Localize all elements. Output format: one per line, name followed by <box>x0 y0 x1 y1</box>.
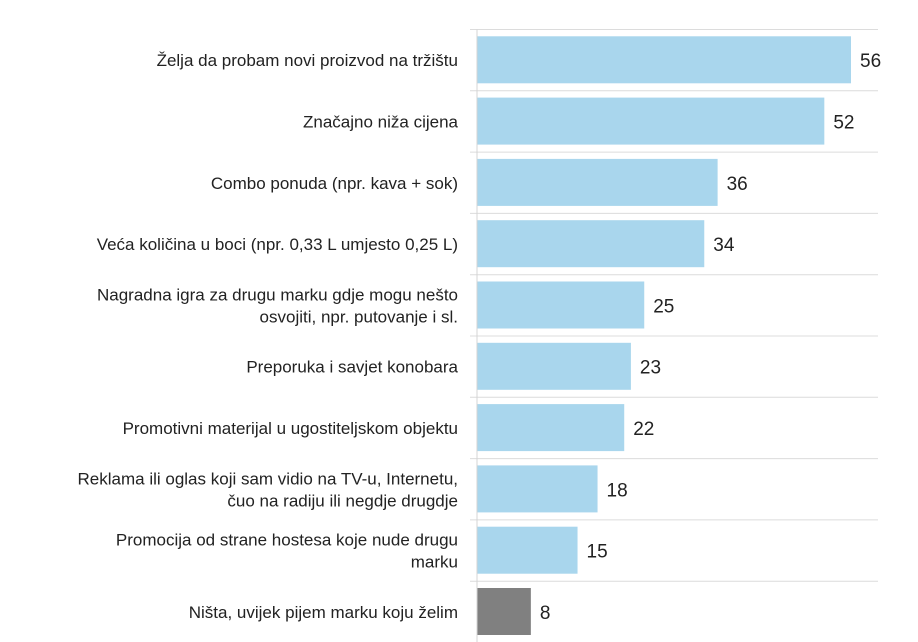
bar <box>477 36 851 84</box>
category-label: Želja da probam novi proizvod na tržištu <box>157 51 458 70</box>
value-label: 56 <box>860 51 881 72</box>
value-label: 36 <box>727 174 748 195</box>
category-label-line: Ništa, uvijek pijem marku koju želim <box>189 603 458 622</box>
value-label: 18 <box>607 480 628 501</box>
bar <box>477 588 531 635</box>
category-label-line: Preporuka i savjet konobara <box>246 358 458 377</box>
value-label: 22 <box>633 419 654 440</box>
value-label: 34 <box>713 235 735 256</box>
category-label-line: Nagradna igra za drugu marku gdje mogu n… <box>97 285 458 304</box>
value-label: 52 <box>833 112 854 133</box>
category-label-line: Želja da probam novi proizvod na tržištu <box>157 51 458 70</box>
category-label: Veća količina u boci (npr. 0,33 L umjest… <box>97 235 458 254</box>
bar <box>477 220 705 268</box>
category-label-line: Reklama ili oglas koji sam vidio na TV-u… <box>78 469 458 488</box>
bar <box>477 97 825 145</box>
category-label: Combo ponuda (npr. kava + sok) <box>211 174 458 193</box>
category-label: Ništa, uvijek pijem marku koju želim <box>189 603 458 622</box>
category-label-line: osvojiti, npr. putovanje i sl. <box>260 307 458 326</box>
category-label: Promotivni materijal u ugostiteljskom ob… <box>123 419 458 438</box>
category-label-line: Veća količina u boci (npr. 0,33 L umjest… <box>97 235 458 254</box>
bar <box>477 342 631 390</box>
bar <box>477 404 625 452</box>
bar <box>477 158 718 206</box>
category-label-line: Combo ponuda (npr. kava + sok) <box>211 174 458 193</box>
category-label-line: marku <box>411 553 458 572</box>
bar <box>477 465 598 513</box>
value-label: 15 <box>587 542 608 563</box>
category-label-line: Promocija od strane hostesa koje nude dr… <box>116 531 458 550</box>
category-label-line: čuo na radiju ili negdje drugdje <box>227 491 458 510</box>
category-label: Promocija od strane hostesa koje nude dr… <box>116 531 458 572</box>
category-label: Preporuka i savjet konobara <box>246 358 458 377</box>
value-label: 23 <box>640 358 661 379</box>
category-label-line: Značajno niža cijena <box>303 112 459 131</box>
value-label: 25 <box>653 296 674 317</box>
value-label: 8 <box>540 603 551 624</box>
bar <box>477 526 578 574</box>
category-label: Nagradna igra za drugu marku gdje mogu n… <box>97 285 458 326</box>
category-label: Značajno niža cijena <box>303 112 459 131</box>
category-label-line: Promotivni materijal u ugostiteljskom ob… <box>123 419 458 438</box>
bar <box>477 281 645 329</box>
category-label: Reklama ili oglas koji sam vidio na TV-u… <box>78 469 458 510</box>
